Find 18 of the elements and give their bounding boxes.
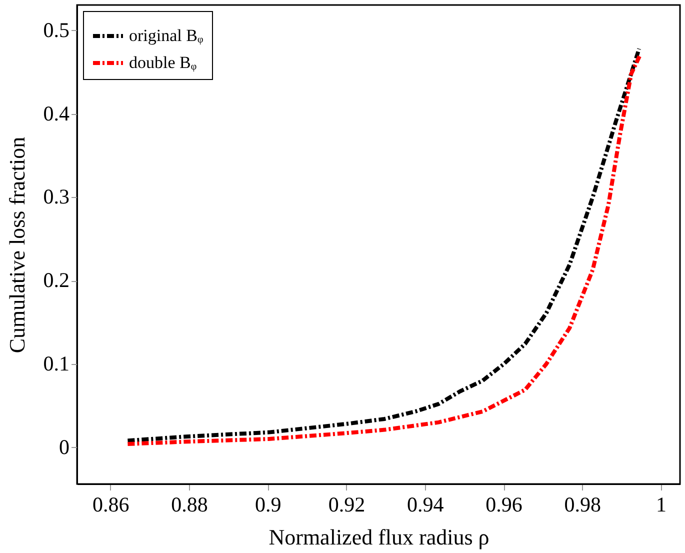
y-tick-label: 0.2 xyxy=(43,268,70,292)
x-tick-label: 0.88 xyxy=(171,492,208,516)
y-tick-label: 0.5 xyxy=(43,18,70,42)
legend-label: original Bᵩ xyxy=(129,26,204,45)
x-tick-label: 0.96 xyxy=(486,492,522,516)
y-axis-title: Cumulative loss fraction xyxy=(4,136,30,354)
y-tick-label: 0.4 xyxy=(43,101,70,126)
x-axis-title: Normalized flux radius ρ xyxy=(268,524,490,550)
legend-label: double Bᵩ xyxy=(129,53,197,72)
x-tick-label: 0.86 xyxy=(92,492,130,516)
y-tick-label: 0 xyxy=(59,434,70,459)
x-tick-label: 1 xyxy=(656,492,666,516)
y-tick-label: 0.3 xyxy=(43,184,70,209)
y-tick-label: 0.1 xyxy=(43,351,70,376)
x-tick-label: 0.94 xyxy=(407,492,444,516)
x-tick-label: 0.9 xyxy=(255,492,282,516)
x-tick-label: 0.98 xyxy=(564,492,601,516)
x-tick-label: 0.92 xyxy=(328,492,366,516)
